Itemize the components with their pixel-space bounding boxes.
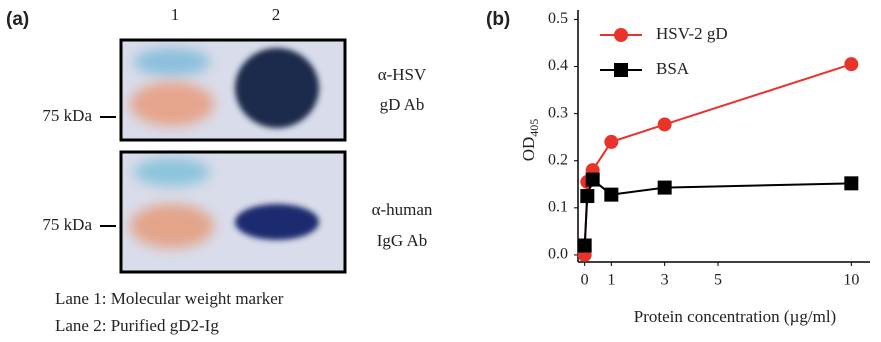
legend-label: BSA — [656, 59, 690, 78]
marker-label: 75 kDa — [42, 106, 92, 125]
lane-label: 1 — [171, 5, 180, 24]
y-tick-label: 0.0 — [548, 246, 568, 263]
data-point — [580, 189, 594, 203]
antibody-label: gD Ab — [380, 95, 425, 114]
panel-label: (b) — [486, 9, 510, 30]
antibody-label: IgG Ab — [377, 231, 428, 250]
x-tick-label: 3 — [661, 272, 669, 289]
data-point — [844, 57, 858, 71]
y-tick-label: 0.3 — [548, 104, 568, 121]
y-tick-label: 0.1 — [548, 199, 568, 216]
panel-label: (a) — [6, 9, 29, 30]
blot — [121, 152, 345, 272]
lane-legend: Lane 2: Purified gD2-Ig — [55, 316, 219, 335]
x-axis-label: Protein concentration (µg/ml) — [634, 307, 836, 326]
y-tick-label: 0.4 — [548, 57, 568, 74]
x-tick-label: 5 — [714, 272, 722, 289]
legend-marker — [614, 63, 628, 77]
y-axis-label-sub: 405 — [527, 119, 541, 137]
x-tick-label: 10 — [843, 272, 859, 289]
antibody-label: α-HSV — [378, 65, 427, 84]
series-line — [585, 64, 852, 255]
data-point — [586, 173, 600, 187]
data-point — [604, 135, 618, 149]
y-axis-label-main: OD — [519, 137, 538, 162]
series-line — [585, 180, 852, 246]
y-tick-label: 0.2 — [548, 151, 568, 168]
antibody-label: α-human — [372, 200, 433, 219]
y-axis-label: OD405 — [519, 119, 541, 162]
data-point — [658, 181, 672, 195]
y-tick-label: 0.5 — [548, 10, 568, 27]
blot — [121, 40, 345, 140]
legend-marker — [614, 28, 628, 42]
x-tick-label: 1 — [607, 272, 615, 289]
lane-label: 2 — [272, 5, 281, 24]
data-point — [578, 239, 592, 253]
figure: (a) 1 2 75 kDa 75 kDa α-HSV gD Ab α-huma… — [0, 0, 881, 342]
data-point — [604, 188, 618, 202]
data-point — [844, 176, 858, 190]
marker-label: 75 kDa — [42, 215, 92, 234]
x-tick-label: 0 — [581, 272, 589, 289]
data-point — [658, 117, 672, 131]
legend-label: HSV-2 gD — [656, 24, 728, 43]
lane-legend: Lane 1: Molecular weight marker — [55, 289, 284, 308]
